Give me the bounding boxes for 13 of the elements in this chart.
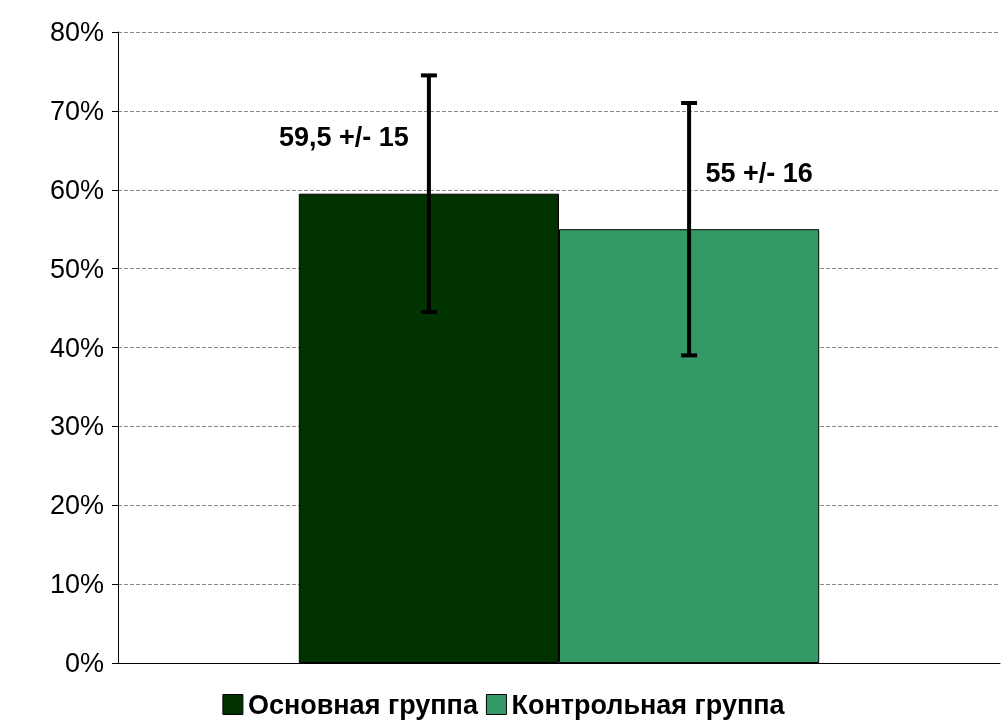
- legend-label: Контрольная группа: [511, 689, 786, 720]
- y-tick-label: 20%: [49, 490, 104, 521]
- y-tick-label: 40%: [49, 332, 104, 363]
- y-tick-label: 70%: [49, 95, 104, 126]
- y-tick-label: 10%: [49, 569, 104, 600]
- y-tick-label: 80%: [49, 17, 104, 47]
- y-tick-label: 50%: [49, 253, 104, 284]
- y-tick-label: 30%: [49, 411, 104, 442]
- y-tick-label: 60%: [49, 174, 104, 205]
- y-tick-label: 0%: [64, 648, 104, 678]
- legend-label: Основная группа: [247, 689, 479, 720]
- data-label: 55 +/- 16: [705, 157, 813, 188]
- data-label: 59,5 +/- 15: [278, 122, 409, 153]
